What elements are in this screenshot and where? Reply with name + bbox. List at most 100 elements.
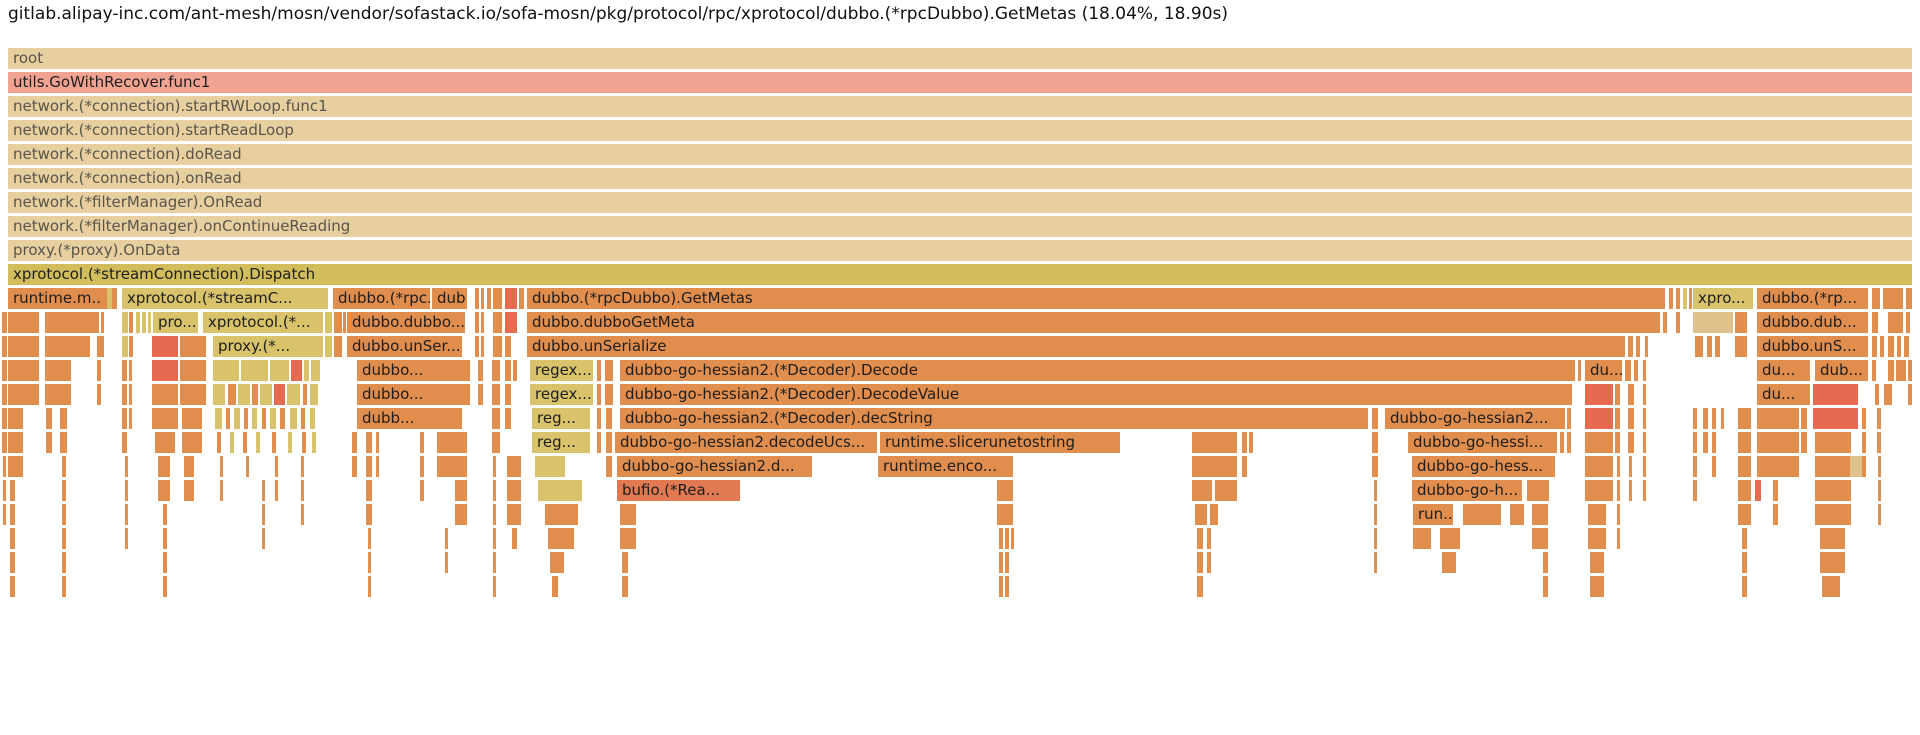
frame-dubbo-dubbogetmeta[interactable]: dubbo.dubboGetMeta	[527, 312, 1660, 333]
flame-cell[interactable]	[538, 480, 582, 501]
flame-cell[interactable]	[1813, 384, 1858, 405]
flame-cell[interactable]	[1585, 480, 1613, 501]
flame-cell[interactable]	[272, 432, 276, 453]
flame-cell[interactable]	[1011, 528, 1014, 549]
flame-cell[interactable]	[1628, 384, 1634, 405]
flame-cell[interactable]	[1634, 360, 1638, 381]
flame-cell[interactable]	[1585, 384, 1613, 405]
frame-du[interactable]: du...	[1757, 384, 1810, 405]
frame-dubbo-rpcdubbo-getmetas[interactable]: dubbo.(*rpcDubbo).GetMetas	[527, 288, 1665, 309]
frame-xprotocol-streamc[interactable]: xprotocol.(*streamC...	[122, 288, 328, 309]
flame-cell[interactable]	[1908, 360, 1912, 381]
flame-cell[interactable]	[1757, 456, 1799, 477]
flame-cell[interactable]	[606, 408, 612, 429]
flame-cell[interactable]	[366, 480, 372, 501]
frame-network-filtermanager-oncontinuereading[interactable]: network.(*filterManager).onContinueReadi…	[8, 216, 1912, 237]
flame-cell[interactable]	[1192, 456, 1237, 477]
flame-cell[interactable]	[1567, 432, 1571, 453]
flame-cell[interactable]	[1693, 312, 1733, 333]
flame-cell[interactable]	[334, 336, 342, 357]
flame-cell[interactable]	[301, 504, 304, 525]
frame-network-connection-startrwloop-func1[interactable]: network.(*connection).startRWLoop.func1	[8, 96, 1912, 117]
flame-cell[interactable]	[1560, 432, 1564, 453]
flame-cell[interactable]	[1773, 504, 1778, 525]
flame-cell[interactable]	[215, 408, 222, 429]
flame-cell[interactable]	[597, 360, 601, 381]
flame-cell[interactable]	[1896, 360, 1906, 381]
flame-cell[interactable]	[100, 288, 104, 309]
flame-cell[interactable]	[252, 408, 257, 429]
flame-cell[interactable]	[1372, 432, 1378, 453]
flame-cell[interactable]	[228, 384, 236, 405]
frame-dubbo-uns[interactable]: dubbo.unS...	[1757, 336, 1868, 357]
flame-cell[interactable]	[493, 504, 496, 525]
frame-du[interactable]: du...	[1585, 360, 1622, 381]
flame-cell[interactable]	[606, 456, 612, 477]
frame-root[interactable]: root	[8, 48, 1912, 69]
flame-cell[interactable]	[2, 312, 7, 333]
flame-cell[interactable]	[1822, 576, 1840, 597]
flame-cell[interactable]	[1207, 528, 1211, 549]
flame-cell[interactable]	[1738, 480, 1751, 501]
flame-cell[interactable]	[1532, 504, 1548, 525]
flame-cell[interactable]	[1712, 408, 1716, 429]
frame-runtime-slicerunetostring[interactable]: runtime.slicerunetostring	[880, 432, 1120, 453]
flame-cell[interactable]	[492, 432, 500, 453]
flame-cell[interactable]	[62, 576, 66, 597]
flame-cell[interactable]	[1715, 336, 1720, 357]
flame-cell[interactable]	[60, 432, 67, 453]
flame-cell[interactable]	[343, 312, 346, 333]
flame-cell[interactable]	[1005, 576, 1009, 597]
frame-bufio-rea[interactable]: bufio.(*Rea...	[617, 480, 740, 501]
flame-cell[interactable]	[45, 360, 71, 381]
flame-cell[interactable]	[217, 432, 221, 453]
flame-cell[interactable]	[1872, 312, 1878, 333]
flame-cell[interactable]	[478, 384, 483, 405]
flame-cell[interactable]	[180, 360, 206, 381]
flame-cell[interactable]	[1197, 528, 1203, 549]
flame-cell[interactable]	[1884, 384, 1892, 405]
flame-cell[interactable]	[1801, 432, 1807, 453]
flame-cell[interactable]	[1527, 480, 1549, 501]
flame-cell[interactable]	[445, 528, 448, 549]
flame-cell[interactable]	[97, 336, 101, 357]
flame-cell[interactable]	[1738, 456, 1751, 477]
flame-cell[interactable]	[1628, 432, 1634, 453]
flame-cell[interactable]	[220, 480, 223, 501]
flame-cell[interactable]	[129, 312, 133, 333]
flame-cell[interactable]	[1585, 408, 1613, 429]
flame-cell[interactable]	[620, 528, 636, 549]
flame-cell[interactable]	[1757, 408, 1799, 429]
flame-cell[interactable]	[513, 360, 517, 381]
flame-cell[interactable]	[101, 312, 104, 333]
flame-cell[interactable]	[1676, 312, 1680, 333]
flame-cell[interactable]	[368, 552, 371, 573]
flame-cell[interactable]	[622, 552, 628, 573]
flame-cell[interactable]	[509, 504, 521, 525]
flame-cell[interactable]	[1663, 312, 1667, 333]
frame-reg[interactable]: reg...	[532, 432, 590, 453]
flame-cell[interactable]	[180, 336, 206, 357]
flame-cell[interactable]	[1738, 432, 1751, 453]
flame-cell[interactable]	[1643, 408, 1646, 429]
flame-cell[interactable]	[620, 504, 636, 525]
flame-cell[interactable]	[493, 456, 496, 477]
flame-cell[interactable]	[493, 336, 502, 357]
flame-cell[interactable]	[262, 408, 266, 429]
flame-cell[interactable]	[1676, 288, 1680, 309]
flame-cell[interactable]	[280, 408, 285, 429]
flame-cell[interactable]	[597, 384, 601, 405]
flame-cell[interactable]	[507, 480, 510, 501]
flame-cell[interactable]	[1005, 528, 1009, 549]
flame-cell[interactable]	[1721, 408, 1724, 429]
flame-cell[interactable]	[152, 360, 178, 381]
flame-cell[interactable]	[1578, 360, 1581, 381]
frame-dubbo-rp[interactable]: dubbo.(*rp...	[1757, 288, 1868, 309]
flame-cell[interactable]	[1888, 336, 1894, 357]
frame-regex[interactable]: regex...	[530, 384, 593, 405]
flame-cell[interactable]	[1755, 480, 1761, 501]
frame-dub[interactable]: dub...	[432, 288, 467, 309]
frame-network-filtermanager-onread[interactable]: network.(*filterManager).OnRead	[8, 192, 1912, 213]
flame-cell[interactable]	[437, 432, 467, 453]
flame-cell[interactable]	[1878, 480, 1881, 501]
